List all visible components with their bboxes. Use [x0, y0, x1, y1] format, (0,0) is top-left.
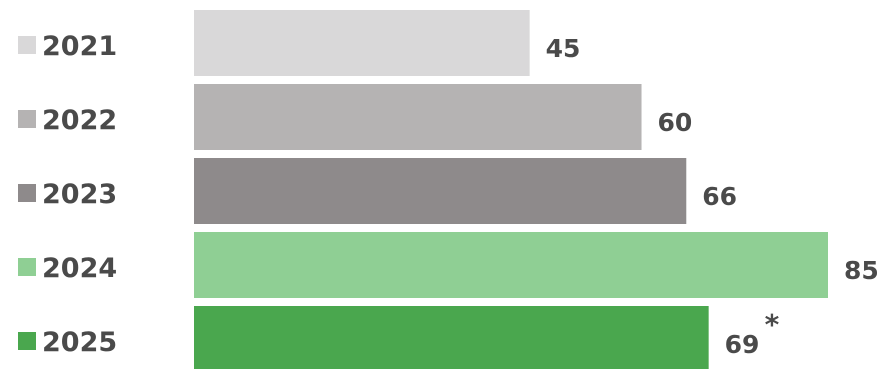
category-label-2024: 2024 [42, 253, 117, 284]
legend-markers [18, 36, 36, 350]
value-label-2021: 45 [546, 34, 581, 63]
category-label-2025: 2025 [42, 327, 117, 358]
legend-marker-2022 [18, 110, 36, 128]
category-label-2022: 2022 [42, 105, 117, 136]
legend-marker-2021 [18, 36, 36, 54]
value-label-2025: 69 [725, 330, 760, 359]
bar-2022 [194, 84, 642, 150]
value-label-2024: 85 [844, 256, 879, 285]
category-label-2021: 2021 [42, 31, 117, 62]
legend-marker-2024 [18, 258, 36, 276]
legend-marker-2025 [18, 332, 36, 350]
bar-2023 [194, 158, 687, 224]
annotations: * [765, 308, 780, 341]
bar-2025 [194, 306, 709, 369]
legend-marker-2023 [18, 184, 36, 202]
category-labels: 2021 2022 2023 2024 2025 [42, 31, 117, 358]
value-label-2022: 60 [658, 108, 693, 137]
bar-2021 [194, 10, 530, 76]
annotation-2025: * [765, 308, 780, 341]
value-labels: 45 60 66 85 69 [546, 34, 879, 359]
bar-2024 [194, 232, 828, 298]
bars [194, 10, 828, 369]
category-label-2023: 2023 [42, 179, 117, 210]
value-label-2023: 66 [702, 182, 737, 211]
